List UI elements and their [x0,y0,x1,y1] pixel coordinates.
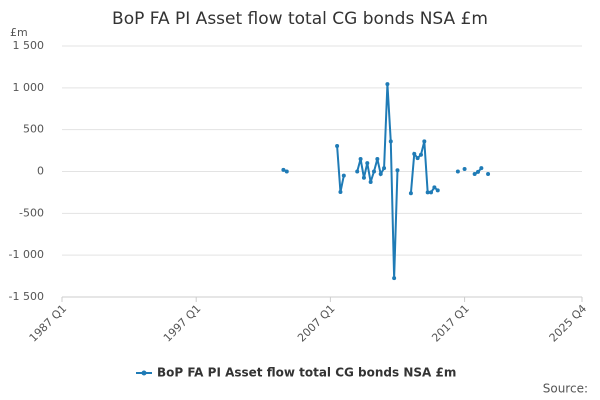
point [358,156,363,161]
x-tick-label: 1997 Q1 [161,302,204,345]
y-tick-label: 0 [37,165,44,178]
point [335,143,340,148]
point [281,167,286,172]
point [365,161,370,166]
point [429,190,434,195]
point [472,172,477,177]
legend-label: BoP FA PI Asset flow total CG bonds NSA … [157,366,456,380]
point [425,190,430,195]
x-tick-label: 1987 Q1 [27,302,70,345]
point [392,276,397,281]
point [375,156,380,161]
point [338,189,343,194]
source: Source: [543,382,588,396]
point [408,191,413,196]
point [486,172,491,177]
point [462,166,467,171]
point [415,156,420,161]
y-tick-label: -1 500 [9,290,44,303]
point [479,166,484,171]
x-tick-label: 2007 Q1 [295,302,338,345]
point [422,139,427,144]
point [385,82,390,87]
point [395,168,400,173]
y-tick-label: 1 000 [13,81,45,94]
point [476,169,480,174]
chart-title: BoP FA PI Asset flow total CG bonds NSA … [112,9,488,29]
point [341,173,346,178]
point [455,169,460,174]
point [412,151,417,156]
point [368,179,373,184]
point [361,175,366,180]
point [435,188,440,193]
point [418,152,423,157]
point [355,169,360,174]
point [382,166,387,171]
x-tick-label: 2025 Q4 [547,302,590,345]
point [378,172,383,177]
y-tick-label: -500 [19,206,44,219]
point [372,169,376,174]
point [432,185,437,190]
y-unit-label: £m [10,26,28,39]
series-line [283,84,488,278]
x-tick-label: 2017 Q1 [429,302,472,345]
y-tick-label: 1 500 [13,39,45,52]
point [284,169,289,174]
point [388,139,393,144]
legend-marker [141,370,147,376]
y-tick-label: 500 [23,123,44,136]
y-tick-label: -1 000 [9,248,44,261]
